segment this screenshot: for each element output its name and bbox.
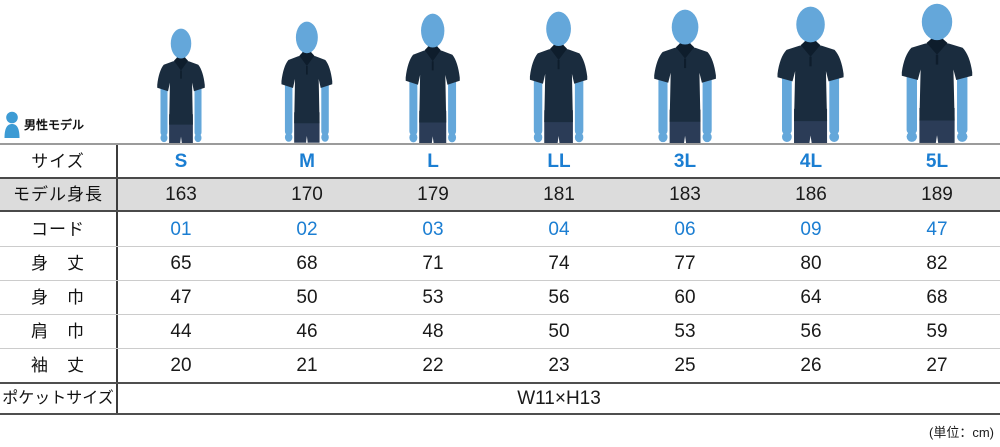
row-header-measure: 袖 丈 — [0, 349, 118, 382]
model-figure-3L — [650, 9, 720, 143]
value-measure-LL: 23 — [548, 355, 570, 376]
person-silhouette-icon — [157, 28, 205, 143]
value-measure-S: 44 — [170, 321, 192, 342]
value-model-height-4L: 186 — [795, 184, 827, 205]
row-header-measure: 身 巾 — [0, 281, 118, 314]
model-figure-4L — [773, 6, 848, 143]
value-measure-LL: 50 — [548, 321, 570, 342]
value-measure-M: 50 — [296, 287, 318, 308]
person-silhouette-icon — [530, 11, 588, 143]
person-silhouette-icon — [405, 13, 461, 143]
value-measure-3L: 77 — [674, 253, 696, 274]
model-figure-M — [278, 21, 336, 143]
value-measure-4L: 80 — [800, 253, 822, 274]
value-size-LL: LL — [547, 150, 571, 172]
value-measure-LL: 74 — [548, 253, 570, 274]
value-measure-S: 65 — [170, 253, 192, 274]
value-model-height-5L: 189 — [921, 184, 953, 205]
model-figure-5L — [897, 3, 977, 143]
value-measure-L: 48 — [422, 321, 444, 342]
row-header-measure: 肩 巾 — [0, 315, 118, 348]
value-size-4L: 4L — [799, 150, 823, 172]
value-measure-3L: 60 — [674, 287, 696, 308]
model-figure-LL — [526, 11, 591, 143]
value-measure-M: 46 — [296, 321, 318, 342]
value-model-height-M: 170 — [291, 184, 323, 205]
value-model-height-L: 179 — [417, 184, 449, 205]
value-size-5L: 5L — [925, 150, 949, 172]
person-silhouette-icon — [777, 6, 845, 143]
table-row-model-height: モデル身長 163 170 179 181 183 186 189 — [0, 177, 1000, 212]
row-header-pocket: ポケットサイズ — [0, 384, 118, 413]
value-measure-5L: 82 — [926, 253, 948, 274]
model-figures-strip — [0, 0, 1000, 143]
value-measure-5L: 59 — [926, 321, 948, 342]
value-measure-3L: 25 — [674, 355, 696, 376]
value-code-LL: 04 — [548, 218, 570, 240]
value-measure-M: 68 — [296, 253, 318, 274]
table-row-measure: 身 巾 47 50 53 56 60 64 68 — [0, 280, 1000, 314]
person-silhouette-icon — [901, 3, 973, 143]
value-measure-5L: 68 — [926, 287, 948, 308]
value-measure-S: 20 — [170, 355, 192, 376]
person-icon — [4, 111, 20, 138]
table-row-size: サイズ S M L LL 3L 4L 5L — [0, 143, 1000, 177]
table-row-measure: 身 丈 65 68 71 74 77 80 82 — [0, 246, 1000, 280]
person-silhouette-icon — [281, 21, 333, 143]
value-measure-4L: 56 — [800, 321, 822, 342]
value-measure-4L: 26 — [800, 355, 822, 376]
value-measure-4L: 64 — [800, 287, 822, 308]
table-row-measure: 袖 丈 20 21 22 23 25 26 27 — [0, 348, 1000, 382]
row-header-measure: 身 丈 — [0, 247, 118, 280]
value-size-3L: 3L — [673, 150, 697, 172]
value-measure-L: 71 — [422, 253, 444, 274]
value-size-S: S — [174, 150, 188, 172]
value-model-height-3L: 183 — [669, 184, 701, 205]
unit-note: (単位：cm) — [929, 425, 994, 440]
table-row-code: コード 01 02 03 04 06 09 47 — [0, 212, 1000, 246]
value-measure-L: 22 — [422, 355, 444, 376]
row-header-size: サイズ — [0, 145, 118, 177]
table-row-measure: 肩 巾 44 46 48 50 53 56 59 — [0, 314, 1000, 348]
table-row-pocket: ポケットサイズ W11×H13 — [0, 382, 1000, 415]
value-measure-5L: 27 — [926, 355, 948, 376]
person-silhouette-icon — [654, 9, 716, 143]
value-code-M: 02 — [296, 218, 318, 240]
value-code-L: 03 — [422, 218, 444, 240]
size-spec-table: サイズ S M L LL 3L 4L 5L モデル身長 163 170 179 181 183 186 189… — [0, 143, 1000, 415]
value-measure-M: 21 — [296, 355, 318, 376]
row-header-code: コード — [0, 212, 118, 246]
value-model-height-S: 163 — [165, 184, 197, 205]
value-code-5L: 47 — [926, 218, 948, 240]
value-size-L: L — [427, 150, 439, 172]
value-model-height-LL: 181 — [543, 184, 575, 205]
value-code-4L: 09 — [800, 218, 822, 240]
value-measure-LL: 56 — [548, 287, 570, 308]
row-header-model-height: モデル身長 — [0, 179, 118, 210]
model-type-label: 男性モデル — [24, 118, 85, 132]
pocket-size-value: W11×H13 — [517, 388, 601, 409]
value-measure-L: 53 — [422, 287, 444, 308]
value-size-M: M — [299, 150, 315, 172]
model-figure-S — [154, 28, 208, 143]
value-code-3L: 06 — [674, 218, 696, 240]
model-figure-L — [402, 13, 463, 143]
model-type-label-group: 男性モデル — [4, 111, 84, 138]
value-measure-3L: 53 — [674, 321, 696, 342]
value-measure-S: 47 — [170, 287, 192, 308]
value-code-S: 01 — [170, 218, 192, 240]
